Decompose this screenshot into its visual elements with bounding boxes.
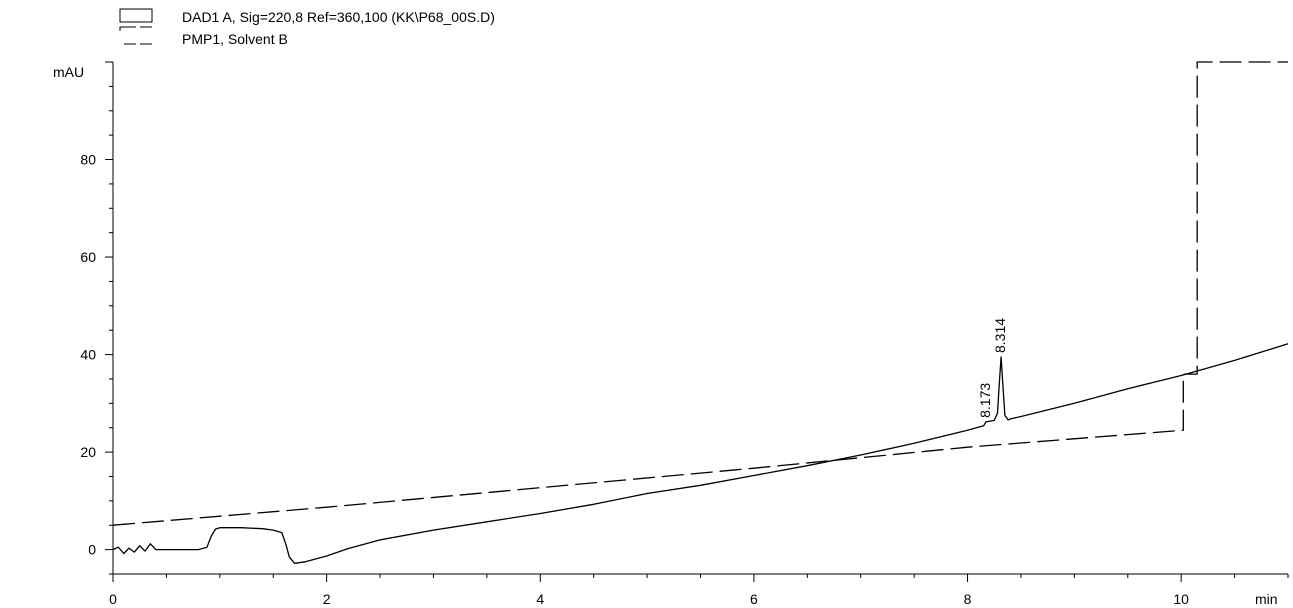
series-line-pmp1 <box>112 61 1288 526</box>
x-tick-label: 6 <box>750 591 758 607</box>
x-tick-label: 2 <box>323 591 331 607</box>
x-tick-label: 4 <box>536 591 544 607</box>
y-axis-label: mAU <box>53 64 84 80</box>
y-tick-label: 80 <box>80 152 96 168</box>
y-tick-label: 60 <box>80 249 96 265</box>
series-line-dad1 <box>112 343 1289 564</box>
axes: 0 2 4 6 8 10 0 20 40 60 80 <box>80 61 1289 607</box>
y-tick-label: 0 <box>88 542 96 558</box>
peak-label: 8.173 <box>977 383 993 418</box>
legend-label-pmp1: PMP1, Solvent B <box>182 31 288 47</box>
y-tick-label: 20 <box>80 444 96 460</box>
peak-label: 8.314 <box>992 318 1008 353</box>
y-tick-label: 40 <box>80 347 96 363</box>
x-axis-label: min <box>1255 591 1278 607</box>
plot-area: 8.173 8.314 <box>112 61 1289 564</box>
x-tick-label: 8 <box>964 591 972 607</box>
legend-solid-swatch <box>119 8 153 23</box>
legend: DAD1 A, Sig=220,8 Ref=360,100 (KK\P68_00… <box>119 8 495 47</box>
legend-label-dad1: DAD1 A, Sig=220,8 Ref=360,100 (KK\P68_00… <box>182 9 495 25</box>
x-tick-label: 10 <box>1173 591 1189 607</box>
legend-dashed-swatch <box>119 26 152 45</box>
x-tick-label: 0 <box>109 591 117 607</box>
